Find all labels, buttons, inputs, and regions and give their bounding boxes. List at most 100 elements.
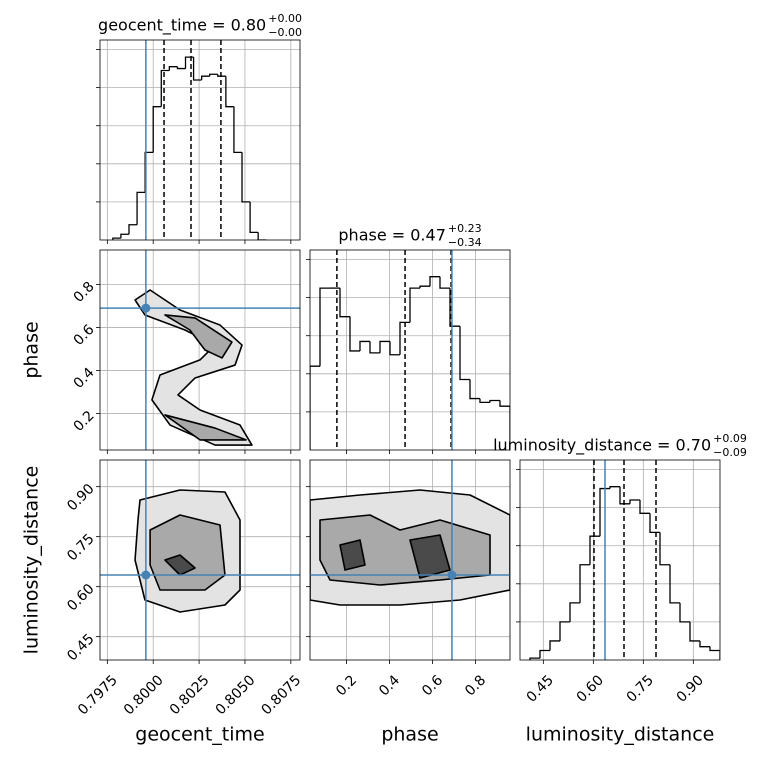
y-tick-label: 0.90 bbox=[64, 481, 97, 514]
panel bbox=[100, 250, 300, 450]
histogram-bin bbox=[201, 75, 210, 80]
histogram-bin bbox=[659, 532, 670, 566]
title-lower: −0.00 bbox=[268, 26, 302, 39]
panel-frame bbox=[519, 459, 721, 661]
histogram-bin bbox=[439, 276, 450, 289]
histogram-bin bbox=[379, 340, 390, 353]
histogram-bin bbox=[399, 321, 410, 355]
y-tick-label: 0.45 bbox=[64, 631, 97, 664]
histogram-bin bbox=[699, 640, 710, 648]
histogram-bin bbox=[225, 76, 234, 108]
histogram-bin bbox=[112, 237, 121, 240]
histogram-bin bbox=[120, 233, 129, 239]
histogram-bin bbox=[579, 564, 590, 603]
histogram-bin bbox=[176, 66, 186, 70]
histogram-bin bbox=[192, 57, 202, 81]
histogram-bin bbox=[689, 621, 700, 642]
histogram-bin bbox=[152, 106, 162, 153]
x-tick-label: 0.75 bbox=[624, 672, 657, 705]
x-tick-label: 0.60 bbox=[574, 672, 607, 705]
panel-frame bbox=[309, 459, 511, 661]
histogram-bin bbox=[209, 73, 218, 77]
histogram-bin bbox=[389, 341, 400, 356]
histogram-bin bbox=[559, 621, 570, 641]
histogram-bin bbox=[160, 69, 170, 107]
histogram-bin bbox=[589, 535, 600, 565]
histogram-bin bbox=[599, 487, 610, 537]
title-lower: −0.09 bbox=[713, 446, 747, 459]
y-tick-label: 0.75 bbox=[64, 531, 97, 564]
histogram-bin bbox=[479, 398, 490, 404]
histogram-bin bbox=[168, 66, 178, 71]
histogram-bin bbox=[359, 340, 370, 351]
y-tick-label: 0.2 bbox=[71, 408, 98, 435]
x-tick-label: 0.4 bbox=[376, 672, 403, 699]
histogram-bin bbox=[257, 232, 267, 240]
histogram-bin bbox=[184, 56, 194, 69]
contour bbox=[164, 314, 233, 359]
y-axis-label: luminosity_distance bbox=[21, 466, 43, 655]
y-axis-label: phase bbox=[21, 321, 43, 378]
histogram-bin bbox=[469, 379, 480, 400]
histogram-bin bbox=[310, 365, 320, 450]
title-upper: +0.23 bbox=[448, 222, 482, 235]
histogram-bin bbox=[499, 400, 510, 450]
histogram-bin bbox=[249, 201, 259, 234]
histogram-bin bbox=[349, 316, 360, 352]
histogram-bin bbox=[639, 500, 650, 514]
histogram-bin bbox=[319, 287, 330, 367]
y-tick-label: 0.4 bbox=[71, 365, 98, 392]
histogram-bin bbox=[669, 564, 680, 604]
histogram-bin bbox=[459, 326, 470, 381]
truth-point bbox=[141, 570, 151, 580]
x-axis-label: geocent_time bbox=[135, 724, 264, 746]
title-upper: +0.00 bbox=[268, 12, 302, 25]
x-tick-label: 0.7975 bbox=[75, 672, 121, 718]
y-tick-label: 0.8 bbox=[71, 279, 98, 306]
y-tick-label: 0.6 bbox=[71, 322, 98, 349]
histogram-bin bbox=[429, 276, 440, 287]
histogram-bin bbox=[233, 106, 243, 154]
histogram-bin bbox=[369, 341, 380, 354]
histogram-bin bbox=[679, 602, 690, 623]
title-lower: −0.34 bbox=[448, 236, 482, 249]
histogram-bin bbox=[609, 486, 620, 489]
x-tick-label: 0.6 bbox=[419, 672, 446, 699]
panel-frame bbox=[99, 249, 301, 451]
panel-title: phase = 0.47 bbox=[338, 226, 445, 245]
contour bbox=[339, 539, 366, 571]
contour bbox=[409, 534, 451, 579]
truth-point bbox=[447, 570, 457, 580]
histogram-bin bbox=[489, 399, 500, 403]
histogram-bin bbox=[136, 191, 146, 225]
x-tick-label: 0.45 bbox=[524, 672, 557, 705]
x-axis-label: phase bbox=[381, 724, 438, 746]
panel bbox=[520, 460, 720, 660]
panel bbox=[100, 40, 300, 240]
histogram-bin bbox=[529, 657, 540, 660]
contour bbox=[164, 414, 247, 441]
contour bbox=[164, 554, 196, 576]
truth-point bbox=[141, 303, 151, 313]
histogram-bin bbox=[419, 285, 430, 289]
histogram-bin bbox=[128, 224, 138, 235]
x-tick-label: 0.8050 bbox=[213, 672, 259, 718]
histogram-bin bbox=[649, 513, 660, 534]
histogram-bin bbox=[339, 288, 350, 318]
title-upper: +0.09 bbox=[713, 432, 747, 445]
histogram-bin bbox=[217, 74, 226, 77]
y-tick-label: 0.60 bbox=[64, 581, 97, 614]
x-tick-label: 0.2 bbox=[333, 672, 360, 699]
x-tick-label: 0.90 bbox=[674, 672, 707, 705]
x-tick-label: 0.8000 bbox=[121, 672, 167, 718]
histogram-bin bbox=[539, 649, 550, 659]
panel-title: luminosity_distance = 0.70 bbox=[493, 436, 711, 456]
histogram-bin bbox=[549, 640, 560, 651]
x-axis-label: luminosity_distance bbox=[526, 724, 715, 746]
x-tick-label: 0.8 bbox=[462, 672, 489, 699]
panel-frame bbox=[99, 459, 301, 661]
histogram-bin bbox=[449, 288, 460, 327]
histogram-bin bbox=[569, 602, 580, 622]
x-tick-label: 0.8075 bbox=[258, 672, 304, 718]
